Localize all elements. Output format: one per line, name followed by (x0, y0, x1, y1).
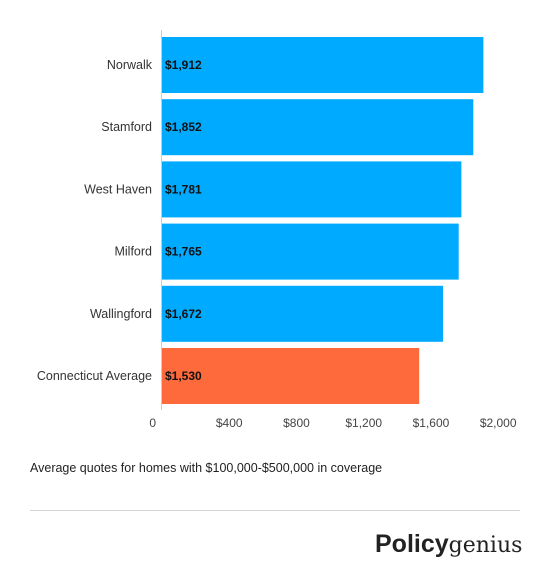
category-label: Stamford (101, 120, 152, 134)
x-tick-label: $1,600 (413, 416, 450, 430)
bar-chart: Norwalk $1,912 Stamford $1,852 West Haven $1,… (37, 30, 517, 430)
x-tick-label: $800 (283, 416, 310, 430)
bar-stamford (162, 99, 474, 156)
bar-west-haven (162, 161, 462, 218)
category-label: Norwalk (107, 58, 153, 72)
chart-caption: Average quotes for homes with $100,000-$… (30, 461, 383, 475)
bar-wallingford (162, 285, 444, 342)
value-label: $1,781 (165, 182, 202, 196)
x-tick-label: $400 (216, 416, 243, 430)
category-label: Milford (114, 245, 152, 259)
bar-norwalk (162, 37, 484, 93)
x-tick-label: $2,000 (480, 416, 517, 430)
divider (30, 510, 520, 511)
value-label: $1,912 (165, 58, 202, 72)
svg-text:Policygenius: Policygenius (375, 530, 522, 558)
value-label: $1,765 (165, 245, 202, 259)
logo-light-text: genius (449, 533, 523, 558)
category-label: Wallingford (90, 307, 152, 321)
x-axis-ticks: 0 $400 $800 $1,200 $1,600 $2,000 (149, 416, 517, 430)
bar-connecticut-average (162, 348, 420, 404)
category-label: Connecticut Average (37, 369, 152, 383)
x-tick-label: 0 (149, 416, 156, 430)
x-tick-label: $1,200 (345, 416, 382, 430)
category-label: West Haven (84, 182, 152, 196)
value-label: $1,852 (165, 120, 202, 134)
policygenius-logo: Policygenius (375, 530, 522, 558)
bar-milford (162, 223, 459, 280)
value-label: $1,530 (165, 369, 202, 383)
value-label: $1,672 (165, 307, 202, 321)
bars-group: Norwalk $1,912 Stamford $1,852 West Haven $1,… (37, 37, 484, 404)
logo-strong-text: Policy (375, 530, 449, 558)
